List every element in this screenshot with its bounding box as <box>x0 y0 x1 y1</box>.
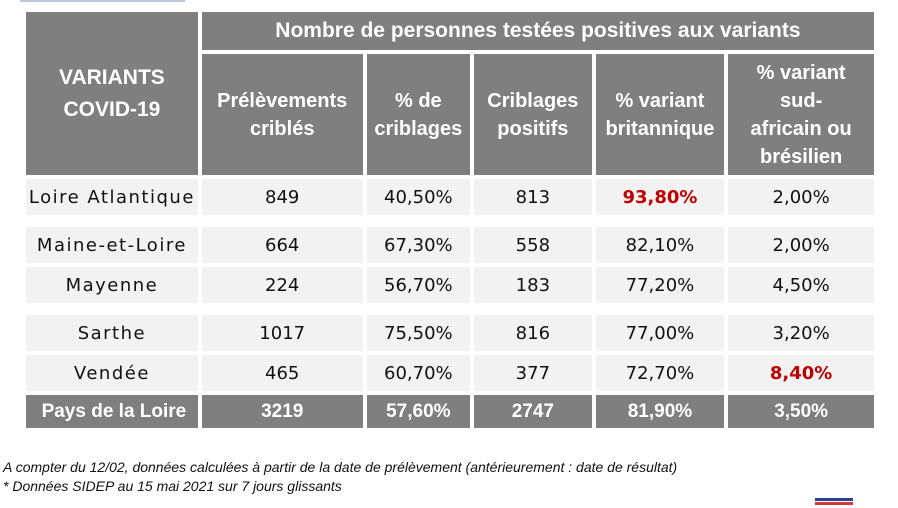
dept-cell: Loire Atlantique <box>26 179 198 215</box>
total-dept-cell: Pays de la Loire <box>26 395 198 428</box>
criblages-positifs-cell: 183 <box>474 267 592 303</box>
row-gap-cell <box>26 307 874 311</box>
criblages-positifs-cell: 813 <box>474 179 592 215</box>
prelevements-cell: 224 <box>201 267 363 303</box>
variant-britannique-cell: 72,70% <box>595 355 725 391</box>
table-row: Mayenne 224 56,70% 183 77,20% 4,50% <box>26 267 874 303</box>
variant-britannique-cell: 93,80% <box>595 179 725 215</box>
pct-criblages-cell: 75,50% <box>366 315 471 351</box>
col-header-line: Criblages <box>487 89 579 112</box>
corner-label-line2: COVID-19 <box>63 97 161 121</box>
col-header-variant-britannique: % variant britannique <box>595 54 725 175</box>
top-rule <box>20 0 185 2</box>
footnote-source: * Données SIDEP au 15 mai 2021 sur 7 jou… <box>3 478 342 494</box>
row-gap-cell <box>26 219 874 223</box>
col-header-line: % variant <box>615 89 705 112</box>
total-row: Pays de la Loire 3219 57,60% 2747 81,90%… <box>26 395 874 428</box>
table-row: Loire Atlantique 849 40,50% 813 93,80% 2… <box>26 179 874 215</box>
col-header-pct-criblages: % de criblages <box>366 54 471 175</box>
dept-cell: Mayenne <box>26 267 198 303</box>
variant-sud-africain-cell: 3,20% <box>728 315 874 351</box>
variant-britannique-cell: 82,10% <box>595 227 725 263</box>
col-header-line: criblés <box>249 117 315 140</box>
col-header-line: % de <box>394 89 442 112</box>
corner-header: VARIANTS COVID-19 <box>26 12 198 175</box>
variants-table: VARIANTS COVID-19 Nombre de personnes te… <box>22 8 878 432</box>
variant-sud-africain-cell: 8,40% <box>728 355 874 391</box>
total-pct-criblages-cell: 57,60% <box>366 395 471 428</box>
logo-stripe-blue <box>815 498 853 501</box>
prelevements-cell: 465 <box>201 355 363 391</box>
total-variant-sud-africain-cell: 3,50% <box>728 395 874 428</box>
pct-criblages-cell: 67,30% <box>366 227 471 263</box>
logo-mark <box>815 498 853 508</box>
pct-criblages-cell: 56,70% <box>366 267 471 303</box>
table-title: Nombre de personnes testées positives au… <box>201 12 874 50</box>
footnotes: A compter du 12/02, données calculées à … <box>3 458 677 496</box>
prelevements-cell: 849 <box>201 179 363 215</box>
col-header-prelevements: Prélèvements criblés <box>201 54 363 175</box>
pct-criblages-cell: 60,70% <box>366 355 471 391</box>
dept-cell: Sarthe <box>26 315 198 351</box>
col-header-line: britannique <box>605 117 715 140</box>
footnote-date-method: A compter du 12/02, données calculées à … <box>3 459 678 475</box>
prelevements-cell: 664 <box>201 227 363 263</box>
col-header-line: % variant <box>756 61 846 84</box>
col-header-line: criblages <box>374 117 463 140</box>
criblages-positifs-cell: 816 <box>474 315 592 351</box>
pct-criblages-cell: 40,50% <box>366 179 471 215</box>
table-row: Vendée 465 60,70% 377 72,70% 8,40% <box>26 355 874 391</box>
total-criblages-positifs-cell: 2747 <box>474 395 592 428</box>
row-gap <box>26 307 874 311</box>
prelevements-cell: 1017 <box>201 315 363 351</box>
variant-britannique-cell: 77,00% <box>595 315 725 351</box>
criblages-positifs-cell: 558 <box>474 227 592 263</box>
col-header-variant-sud-africain: % variant sud- africain ou brésilien <box>728 54 874 175</box>
criblages-positifs-cell: 377 <box>474 355 592 391</box>
col-header-line: positifs <box>497 117 569 140</box>
dept-cell: Maine-et-Loire <box>26 227 198 263</box>
col-header-line: Prélèvements <box>217 89 348 112</box>
variant-britannique-cell: 77,20% <box>595 267 725 303</box>
col-header-criblages-positifs: Criblages positifs <box>474 54 592 175</box>
corner-label-line1: VARIANTS <box>59 65 165 89</box>
variant-sud-africain-cell: 4,50% <box>728 267 874 303</box>
dept-cell: Vendée <box>26 355 198 391</box>
table-row: Maine-et-Loire 664 67,30% 558 82,10% 2,0… <box>26 227 874 263</box>
col-header-line: africain ou <box>750 117 852 140</box>
variant-sud-africain-cell: 2,00% <box>728 179 874 215</box>
variant-sud-africain-cell: 2,00% <box>728 227 874 263</box>
total-prelevements-cell: 3219 <box>201 395 363 428</box>
col-header-line: sud- <box>780 89 823 112</box>
row-gap <box>26 219 874 223</box>
table-row: Sarthe 1017 75,50% 816 77,00% 3,20% <box>26 315 874 351</box>
total-variant-britannique-cell: 81,90% <box>595 395 725 428</box>
logo-stripe-red <box>815 502 853 505</box>
col-header-line: brésilien <box>759 145 843 168</box>
